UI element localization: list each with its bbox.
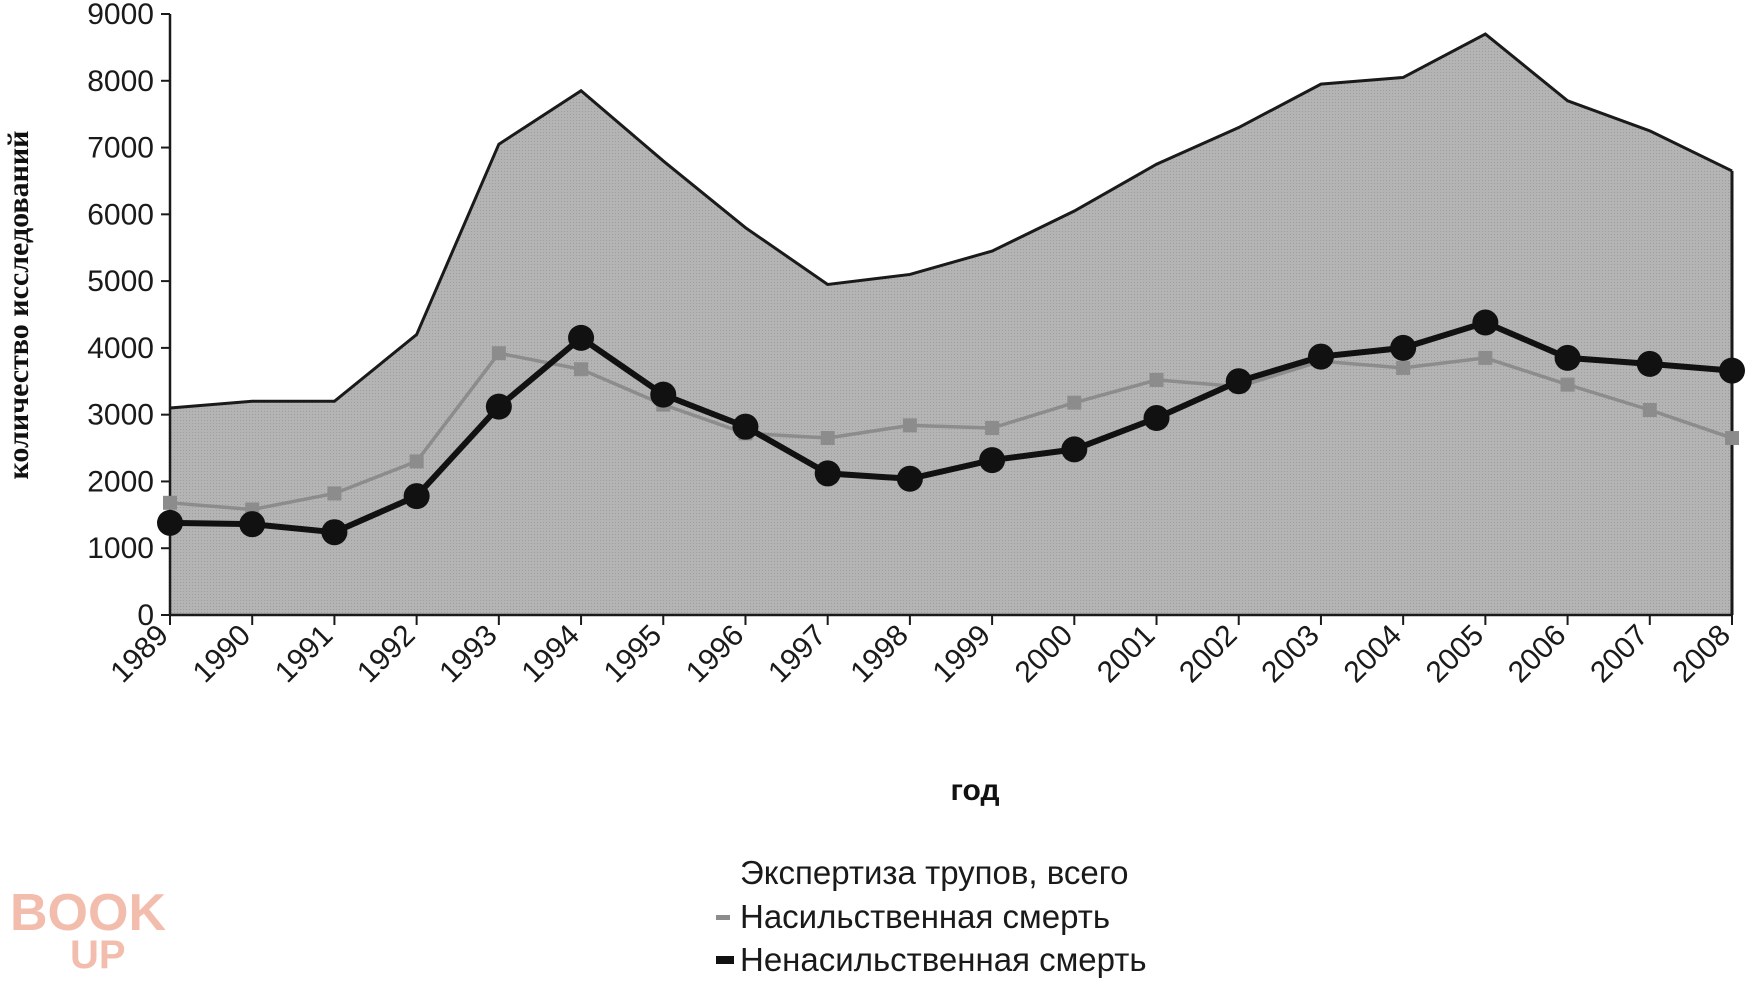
x-tick-label: 2002 — [1173, 619, 1244, 690]
x-tick-label: 1993 — [433, 619, 504, 690]
watermark-top: BOOK — [10, 884, 166, 942]
series-nonviolent-point — [1472, 309, 1499, 336]
series-nonviolent-point — [1719, 357, 1745, 384]
legend-label-violent: Насильственная смерть — [740, 898, 1110, 935]
x-tick-label: 2000 — [1009, 619, 1080, 690]
x-tick-label: 1996 — [680, 619, 751, 690]
x-tick-label: 1995 — [598, 619, 669, 690]
x-tick-label: 2001 — [1091, 619, 1162, 690]
x-tick-label: 1992 — [351, 619, 422, 690]
y-tick-label: 6000 — [87, 198, 154, 231]
series-violent-point — [1478, 350, 1493, 365]
series-line-violent — [169, 351, 1733, 512]
series-nonviolent-point — [1061, 436, 1088, 463]
series-violent-point — [902, 418, 917, 433]
y-tick-label: 2000 — [87, 465, 154, 498]
series-violent-point — [163, 495, 177, 510]
series-nonviolent-point — [650, 381, 677, 408]
y-tick-label: 4000 — [87, 332, 154, 365]
y-tick-label: 9000 — [87, 0, 154, 31]
x-tick-label: 1991 — [269, 619, 340, 690]
y-tick-label: 8000 — [87, 65, 154, 98]
x-axis-title: год — [950, 774, 999, 807]
x-tick-label: 2005 — [1420, 619, 1491, 690]
series-nonviolent-point — [239, 511, 266, 538]
x-tick-label: 1998 — [844, 619, 915, 690]
series-nonviolent-point — [1307, 343, 1334, 370]
series-nonviolent-point — [732, 413, 759, 440]
y-tick-label: 0 — [137, 599, 154, 632]
series-nonviolent-point — [485, 393, 512, 420]
legend-marker-violent — [716, 915, 730, 920]
legend-label-nonviolent: Ненасильственная смерть — [740, 941, 1147, 978]
series-nonviolent-point — [1143, 405, 1170, 432]
series-violent-point — [574, 362, 589, 377]
watermark-bottom: UP — [70, 933, 126, 977]
watermark-logo: BOOK UP — [10, 884, 166, 977]
series-violent-point — [820, 431, 835, 446]
y-tick-label: 1000 — [87, 532, 154, 565]
x-tick-label: 2008 — [1666, 619, 1737, 690]
series-nonviolent-point — [157, 509, 183, 536]
series-area-total-outline — [169, 32, 1733, 410]
series-line-nonviolent — [169, 319, 1733, 536]
series-violent-point — [1396, 360, 1411, 375]
y-axis-title: количество исследований — [2, 131, 35, 480]
series-violent-point — [1067, 395, 1082, 410]
x-tick-label: 2007 — [1584, 619, 1655, 690]
series-nonviolent-point — [814, 460, 841, 487]
series-violent-point — [985, 421, 1000, 436]
series-nonviolent-point — [896, 465, 923, 492]
x-tick-label: 2006 — [1502, 619, 1573, 690]
x-tick-label: 1999 — [927, 619, 998, 690]
x-tick-label: 1990 — [187, 619, 258, 690]
lines-layer — [157, 309, 1745, 546]
series-violent-point — [491, 346, 506, 361]
series-violent-point — [409, 454, 424, 469]
series-violent-point — [327, 486, 342, 501]
x-tick-label: 1994 — [515, 619, 586, 690]
y-tick-label: 7000 — [87, 132, 154, 165]
series-violent-point — [1560, 377, 1575, 392]
series-violent-point — [1149, 372, 1164, 387]
series-nonviolent-point — [1390, 334, 1417, 361]
series-nonviolent-point — [568, 324, 595, 351]
x-tick-label: 2004 — [1338, 619, 1409, 690]
series-nonviolent-point — [979, 447, 1006, 474]
y-tick-label: 3000 — [87, 399, 154, 432]
x-tick-label: 1997 — [762, 619, 833, 690]
series-area-total — [170, 34, 1732, 616]
x-tick-label: 1989 — [104, 619, 175, 690]
legend-marker-nonviolent — [716, 956, 734, 964]
series-nonviolent-point — [1554, 344, 1581, 371]
legend-label-total: Экспертиза трупов, всего — [740, 854, 1128, 891]
series-violent-point — [1725, 431, 1739, 446]
series-violent-point — [1642, 402, 1657, 417]
series-nonviolent-point — [1636, 350, 1663, 377]
y-tick-label: 5000 — [87, 265, 154, 298]
x-tick-label: 2003 — [1255, 619, 1326, 690]
series-nonviolent-point — [321, 519, 348, 546]
area-layer — [169, 32, 1734, 616]
legend: Экспертиза трупов, всего Насильственная … — [716, 854, 1147, 978]
series-nonviolent-point — [1225, 368, 1252, 395]
series-nonviolent-point — [403, 483, 430, 510]
